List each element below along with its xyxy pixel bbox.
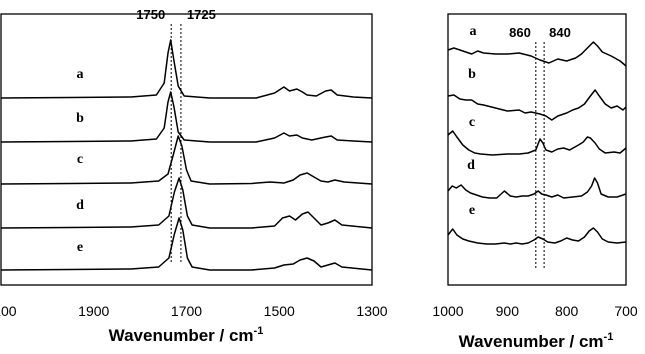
trace-label-e: e (77, 240, 83, 255)
right-x-tick-labels: 1000 900 800 700 (432, 303, 637, 319)
x-tick-label-1300: 1300 (356, 303, 387, 319)
trace-label-c: c (77, 152, 83, 167)
spectrum-trace-a (447, 41, 627, 67)
left-x-axis-title: Wavenumber / cm-1 (109, 325, 264, 345)
spectrum-trace-a (0, 39, 373, 99)
x-tick-label-700: 700 (614, 303, 638, 319)
x-tick-label-2100: 2100 (0, 303, 17, 319)
spectrum-trace-e (0, 217, 373, 271)
right-x-axis-title: Wavenumber / cm-1 (459, 331, 614, 351)
left-x-tick-labels: 2100 1900 1700 1500 1300 (0, 303, 388, 319)
spectrum-trace-c (447, 130, 627, 156)
trace-label-b: b (76, 111, 84, 126)
left-traces: a b c d e (0, 39, 373, 271)
peak-marker-label-1750: 1750 (136, 7, 165, 22)
right-traces: a b c d e (447, 24, 627, 245)
trace-label-c: c (469, 115, 475, 130)
trace-label-e: e (469, 203, 475, 218)
spectrum-trace-b (447, 89, 627, 121)
right-spectra-panel: 860 840 a b c d e 1000 900 800 700 Wavenumber / … (432, 13, 638, 351)
right-peak-markers: 860 840 (509, 25, 571, 268)
left-plot-frame (0, 13, 373, 286)
peak-marker-label-840: 840 (549, 25, 571, 40)
x-tick-label-1500: 1500 (264, 303, 295, 319)
trace-label-a: a (470, 24, 477, 39)
right-plot-frame (447, 13, 627, 286)
x-tick-label-1900: 1900 (78, 303, 109, 319)
x-tick-label-900: 900 (496, 303, 520, 319)
spectrum-trace-c (0, 135, 373, 185)
x-tick-label-1000: 1000 (432, 303, 463, 319)
spectrum-trace-b (0, 91, 373, 143)
spectrum-trace-e (447, 227, 627, 245)
x-tick-label-800: 800 (555, 303, 579, 319)
trace-label-d: d (76, 198, 84, 213)
left-spectra-panel: 1750 1725 a b c d e 2100 1900 1700 1500 1300 Wave… (0, 7, 388, 345)
peak-marker-label-1725: 1725 (187, 7, 216, 22)
spectrum-trace-d (0, 177, 373, 229)
spectrum-trace-d (447, 177, 627, 199)
trace-label-d: d (467, 158, 475, 173)
trace-label-a: a (77, 67, 84, 82)
x-tick-label-1700: 1700 (171, 303, 202, 319)
peak-marker-label-860: 860 (509, 25, 531, 40)
trace-label-b: b (468, 67, 476, 82)
